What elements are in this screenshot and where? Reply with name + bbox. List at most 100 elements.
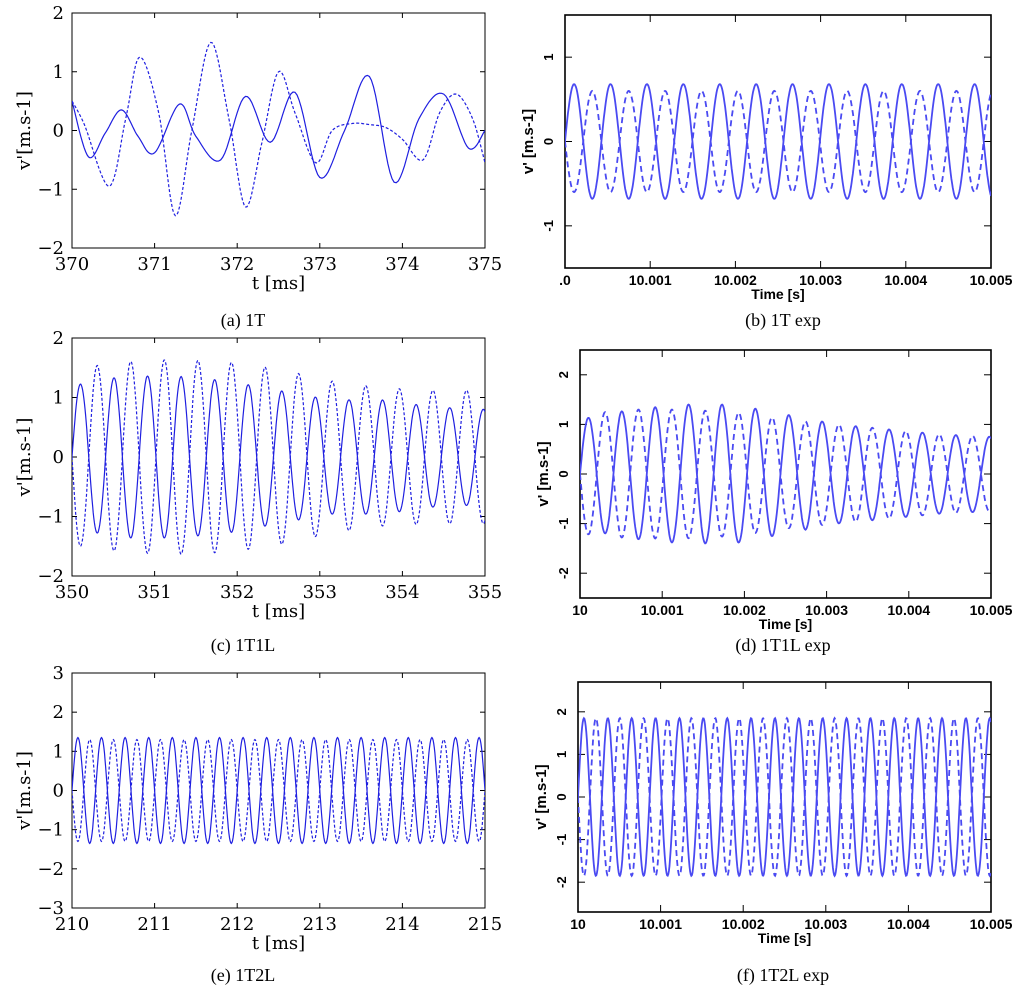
x-tick-label: 354 [385, 582, 419, 603]
x-tick-label: 10 [572, 602, 588, 618]
y-tick-label: 2 [53, 702, 64, 723]
plot-frame [71, 672, 486, 909]
x-tick-label: 214 [385, 914, 419, 935]
panel-caption: (d) 1T1L exp [735, 635, 830, 656]
x-tick-label: 10.004 [887, 916, 930, 932]
y-tick-label: −2 [37, 859, 64, 880]
y-tick-label: 1 [53, 62, 64, 83]
y-tick-label: 1 [554, 751, 569, 758]
y-axis-label: v' [m.s-1] [535, 441, 552, 506]
x-tick-label: 10.005 [970, 272, 1013, 288]
y-tick-label: 3 [53, 663, 64, 684]
x-tick-label: 10.002 [722, 916, 765, 932]
x-tick-label: 215 [468, 914, 502, 935]
panel-b: .0 10.001 10.002 10.003 10.004 10.005 -1 0 1 Time… [520, 14, 1013, 302]
y-tick-label: -1 [541, 220, 556, 232]
x-tick-label: 373 [303, 254, 337, 275]
x-tick-label: 370 [55, 254, 89, 275]
y-tick-label: 0 [53, 781, 64, 802]
y-tick-label: 2 [554, 708, 569, 715]
y-tick-label: −1 [37, 507, 64, 528]
x-tick-label: 10.005 [970, 602, 1013, 618]
x-tick-label: 374 [385, 254, 419, 275]
x-tick-label: 210 [55, 914, 89, 935]
x-tick-label: 371 [137, 254, 171, 275]
x-axis-label: Time [s] [751, 286, 804, 302]
y-tick-label: 1 [556, 421, 571, 428]
x-tick-label: 10.001 [639, 916, 682, 932]
panel-caption: (f) 1T2L exp [737, 965, 829, 986]
y-tick-label: -2 [556, 567, 571, 579]
y-tick-label: 1 [541, 54, 556, 61]
x-tick-label: 213 [303, 914, 337, 935]
series-solid [565, 83, 991, 200]
x-tick-label: 10.002 [723, 602, 766, 618]
x-tick-label: 211 [137, 914, 171, 935]
x-tick-label: 10.003 [799, 272, 842, 288]
x-tick-label: 375 [468, 254, 502, 275]
y-tick-label: −1 [37, 820, 64, 841]
y-tick-label: 0 [554, 793, 569, 800]
series-solid [72, 375, 485, 539]
y-tick-label: -1 [554, 834, 569, 846]
series-solid [580, 403, 991, 545]
panel-caption: (a) 1T [221, 310, 265, 331]
y-axis-label: v' [m.s-1] [520, 109, 537, 174]
y-axis-label: v' [m.s-1] [533, 764, 550, 829]
series-solid [72, 736, 485, 845]
panel-a: 370 371 372 373 374 375 −2 −1 0 1 2 t [ms] v'[m.s-1] [14, 3, 502, 294]
x-axis-label: Time [s] [758, 930, 811, 946]
x-tick-label: 10.004 [887, 602, 930, 618]
series-dashed [578, 716, 991, 878]
x-tick-label: 10.005 [970, 916, 1013, 932]
y-tick-label: 1 [53, 741, 64, 762]
x-tick-label: 10.003 [804, 916, 847, 932]
panel-e: 210 211 212 213 214 215 −3 −2 −1 0 1 2 3 t [ms] v'[m.s… [14, 663, 502, 954]
x-tick-label: 350 [55, 582, 89, 603]
x-tick-label: .0 [559, 272, 571, 288]
plot-frame [577, 681, 992, 913]
y-tick-label: 1 [53, 388, 64, 409]
y-tick-label: 2 [53, 3, 64, 24]
panel-f: 10 10.001 10.002 10.003 10.004 10.005 -2 -1 0 1 2 T… [533, 681, 1013, 946]
y-axis-label: v'[m.s-1] [14, 91, 35, 171]
x-tick-label: 212 [220, 914, 254, 935]
y-tick-label: -2 [554, 876, 569, 888]
y-tick-label: -1 [556, 518, 571, 530]
x-tick-label: 351 [137, 582, 171, 603]
panel-c: 350 351 352 353 354 355 −2 −1 0 1 2 t [ms] v'[m.s-1] [14, 328, 502, 622]
y-tick-label: 0 [53, 121, 64, 142]
x-tick-label: 10.001 [641, 602, 684, 618]
plot-frame [564, 14, 992, 269]
x-tick-label: 10.003 [805, 602, 848, 618]
y-tick-label: 0 [556, 470, 571, 477]
series-dashed [580, 408, 991, 540]
panel-caption: (e) 1T2L [211, 965, 275, 986]
x-axis-label: Time [s] [759, 616, 812, 632]
x-tick-label: 10.002 [714, 272, 757, 288]
panel-caption: (b) 1T exp [745, 310, 821, 331]
y-tick-label: 2 [556, 371, 571, 378]
panel-d: 10 10.001 10.002 10.003 10.004 10.005 -2 -1 0 1 2 T… [535, 349, 1013, 632]
y-tick-label: −2 [37, 238, 64, 259]
y-tick-label: 0 [53, 447, 64, 468]
x-axis-label: t [ms] [252, 601, 305, 622]
x-axis-label: t [ms] [252, 933, 305, 954]
series-solid [72, 74, 485, 184]
x-tick-label: 352 [220, 582, 254, 603]
series-dashed [72, 738, 485, 843]
x-tick-label: 10.001 [629, 272, 672, 288]
x-axis-label: t [ms] [252, 273, 305, 294]
series-dashed [72, 41, 485, 217]
y-tick-label: −1 [37, 179, 64, 200]
series-dashed [72, 359, 485, 556]
series-solid [578, 716, 991, 878]
y-tick-label: 0 [541, 138, 556, 145]
x-tick-label: 355 [468, 582, 502, 603]
panel-caption: (c) 1T1L [211, 635, 275, 656]
y-tick-label: 2 [53, 328, 64, 349]
y-tick-label: −2 [37, 566, 64, 587]
x-tick-label: 10 [570, 916, 586, 932]
x-tick-label: 372 [220, 254, 254, 275]
